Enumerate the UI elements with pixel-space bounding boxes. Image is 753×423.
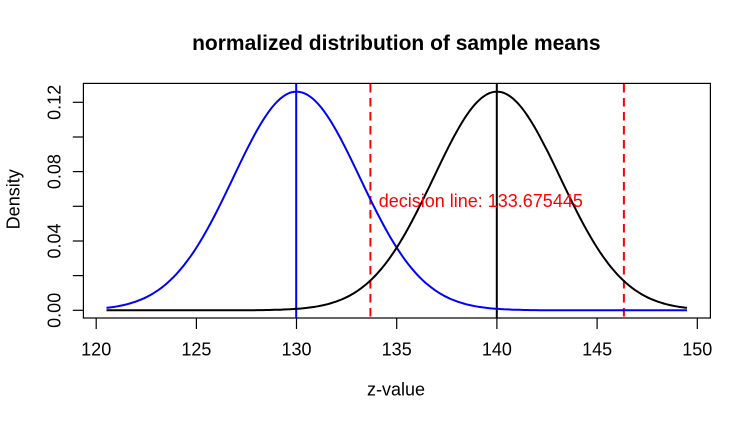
svg-text:0.00: 0.00 <box>45 293 65 328</box>
svg-text:Density: Density <box>4 169 24 229</box>
svg-text:0.12: 0.12 <box>45 85 65 120</box>
svg-text:decision line: 133.675445: decision line: 133.675445 <box>379 191 583 211</box>
svg-text:150: 150 <box>682 340 712 360</box>
svg-text:125: 125 <box>181 340 211 360</box>
svg-text:145: 145 <box>582 340 612 360</box>
svg-text:140: 140 <box>482 340 512 360</box>
svg-text:z-value: z-value <box>367 380 425 400</box>
svg-text:135: 135 <box>382 340 412 360</box>
svg-text:130: 130 <box>281 340 311 360</box>
svg-text:0.04: 0.04 <box>45 223 65 258</box>
svg-text:0.08: 0.08 <box>45 154 65 189</box>
svg-text:normalized distribution of sam: normalized distribution of sample means <box>192 32 600 55</box>
svg-text:120: 120 <box>81 340 111 360</box>
